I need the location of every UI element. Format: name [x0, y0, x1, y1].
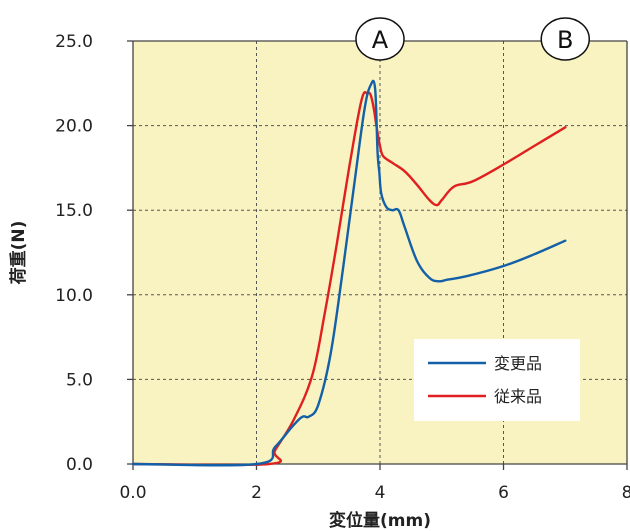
series-line-0	[131, 79, 567, 467]
y-tick-label: 10.0	[55, 286, 93, 306]
x-tick-label: 8	[622, 483, 630, 503]
x-tick-label: 6	[498, 483, 509, 503]
grid	[133, 41, 627, 464]
x-tick-label: 2	[251, 483, 262, 503]
legend-box	[414, 339, 580, 421]
series-layer	[131, 79, 567, 467]
marker-label-B: B	[557, 26, 573, 54]
y-tick-label: 0.0	[66, 455, 93, 475]
y-tick-label: 5.0	[66, 370, 93, 390]
x-ticks: 0.0 2 4 6 8	[119, 464, 630, 503]
y-ticks: 0.0 5.0 10.0 15.0 20.0 25.0	[55, 32, 133, 475]
y-tick-label: 20.0	[55, 117, 93, 137]
x-axis-label: 変位量(mm)	[329, 510, 431, 531]
y-tick-label: 25.0	[55, 32, 93, 52]
x-tick-label: 4	[375, 483, 386, 503]
legend-label-0: 変更品	[494, 354, 542, 373]
y-axis-label: 荷重(N)	[8, 221, 29, 285]
marker-circle-B	[540, 17, 590, 61]
legend-label-1: 従来品	[494, 387, 542, 406]
marker-circle-A	[355, 17, 405, 61]
y-tick-label: 15.0	[55, 201, 93, 221]
marker-label-A: A	[372, 26, 389, 54]
x-tick-label: 0.0	[119, 483, 146, 503]
